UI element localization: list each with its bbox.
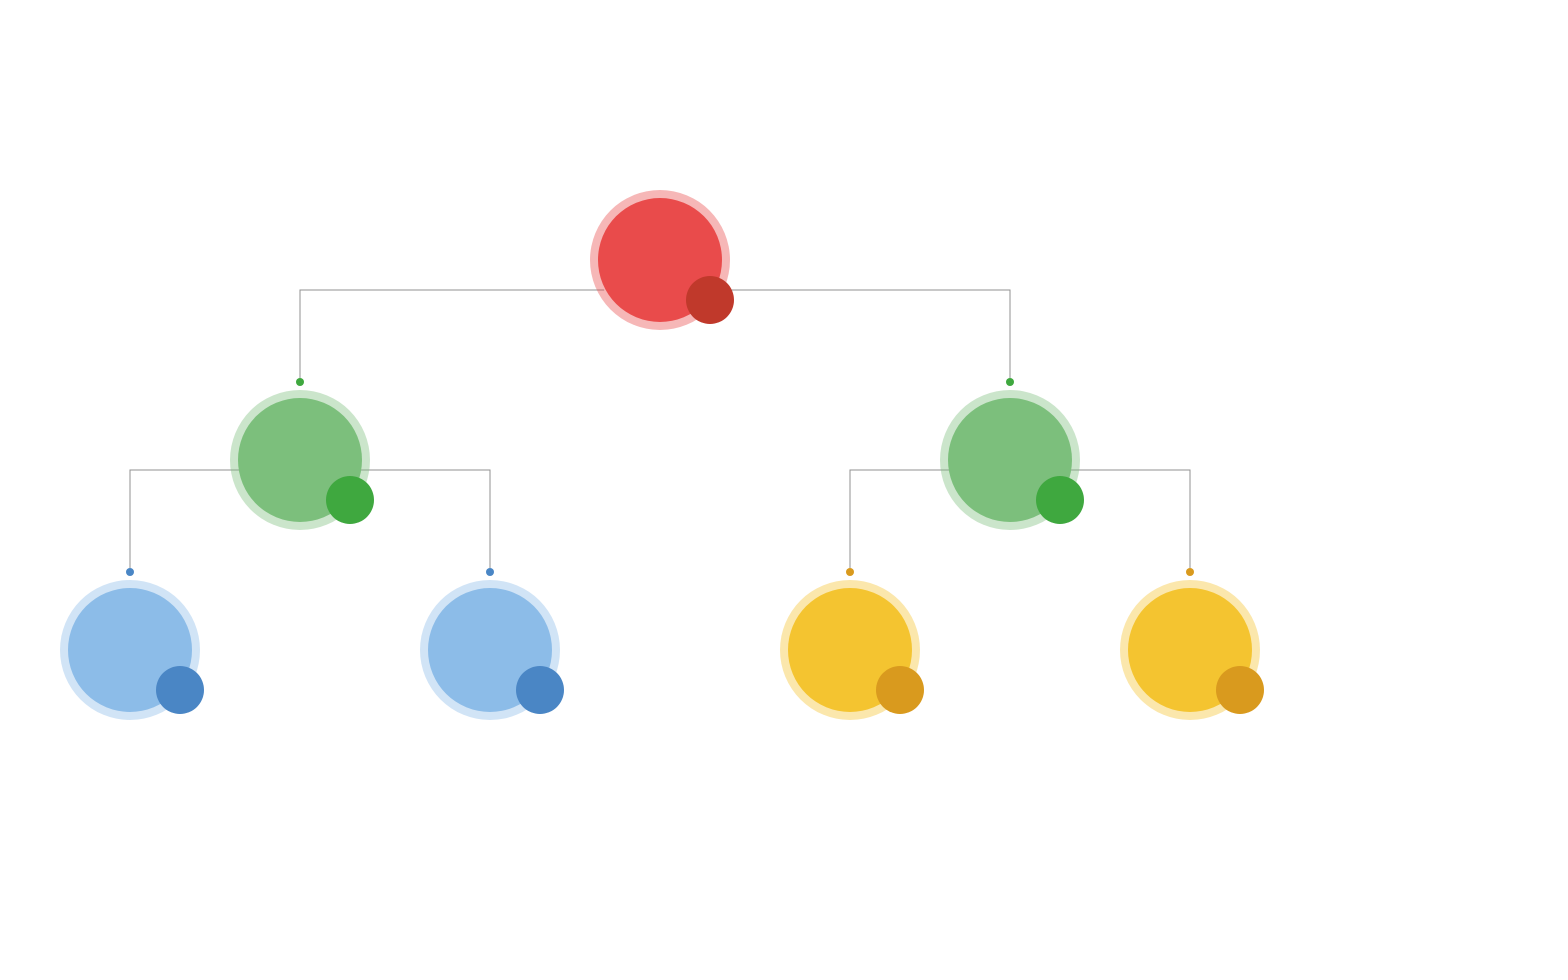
node-top-dot [846,568,854,576]
edge-left-mid-leaf-2 [356,470,490,572]
node-badge-circle [326,476,374,524]
node-top-dot [126,568,134,576]
node-leaf-3 [780,568,924,720]
node-badge-circle [1216,666,1264,714]
node-right-mid [940,378,1084,530]
edge-root-right-mid [716,290,1010,382]
node-badge-circle [876,666,924,714]
edge-right-mid-leaf-4 [1066,470,1190,572]
node-leaf-1 [60,568,204,720]
tree-svg [0,0,1568,980]
tree-diagram [0,0,1568,980]
node-root [590,190,734,330]
edge-left-mid-leaf-1 [130,470,244,572]
node-badge-circle [686,276,734,324]
node-left-mid [230,378,374,530]
nodes-group [60,190,1264,720]
edge-right-mid-leaf-3 [850,470,954,572]
node-top-dot [1186,568,1194,576]
node-top-dot [486,568,494,576]
node-badge-circle [516,666,564,714]
node-top-dot [1006,378,1014,386]
node-leaf-4 [1120,568,1264,720]
edge-root-left-mid [300,290,604,382]
node-leaf-2 [420,568,564,720]
node-badge-circle [156,666,204,714]
node-badge-circle [1036,476,1084,524]
node-top-dot [296,378,304,386]
